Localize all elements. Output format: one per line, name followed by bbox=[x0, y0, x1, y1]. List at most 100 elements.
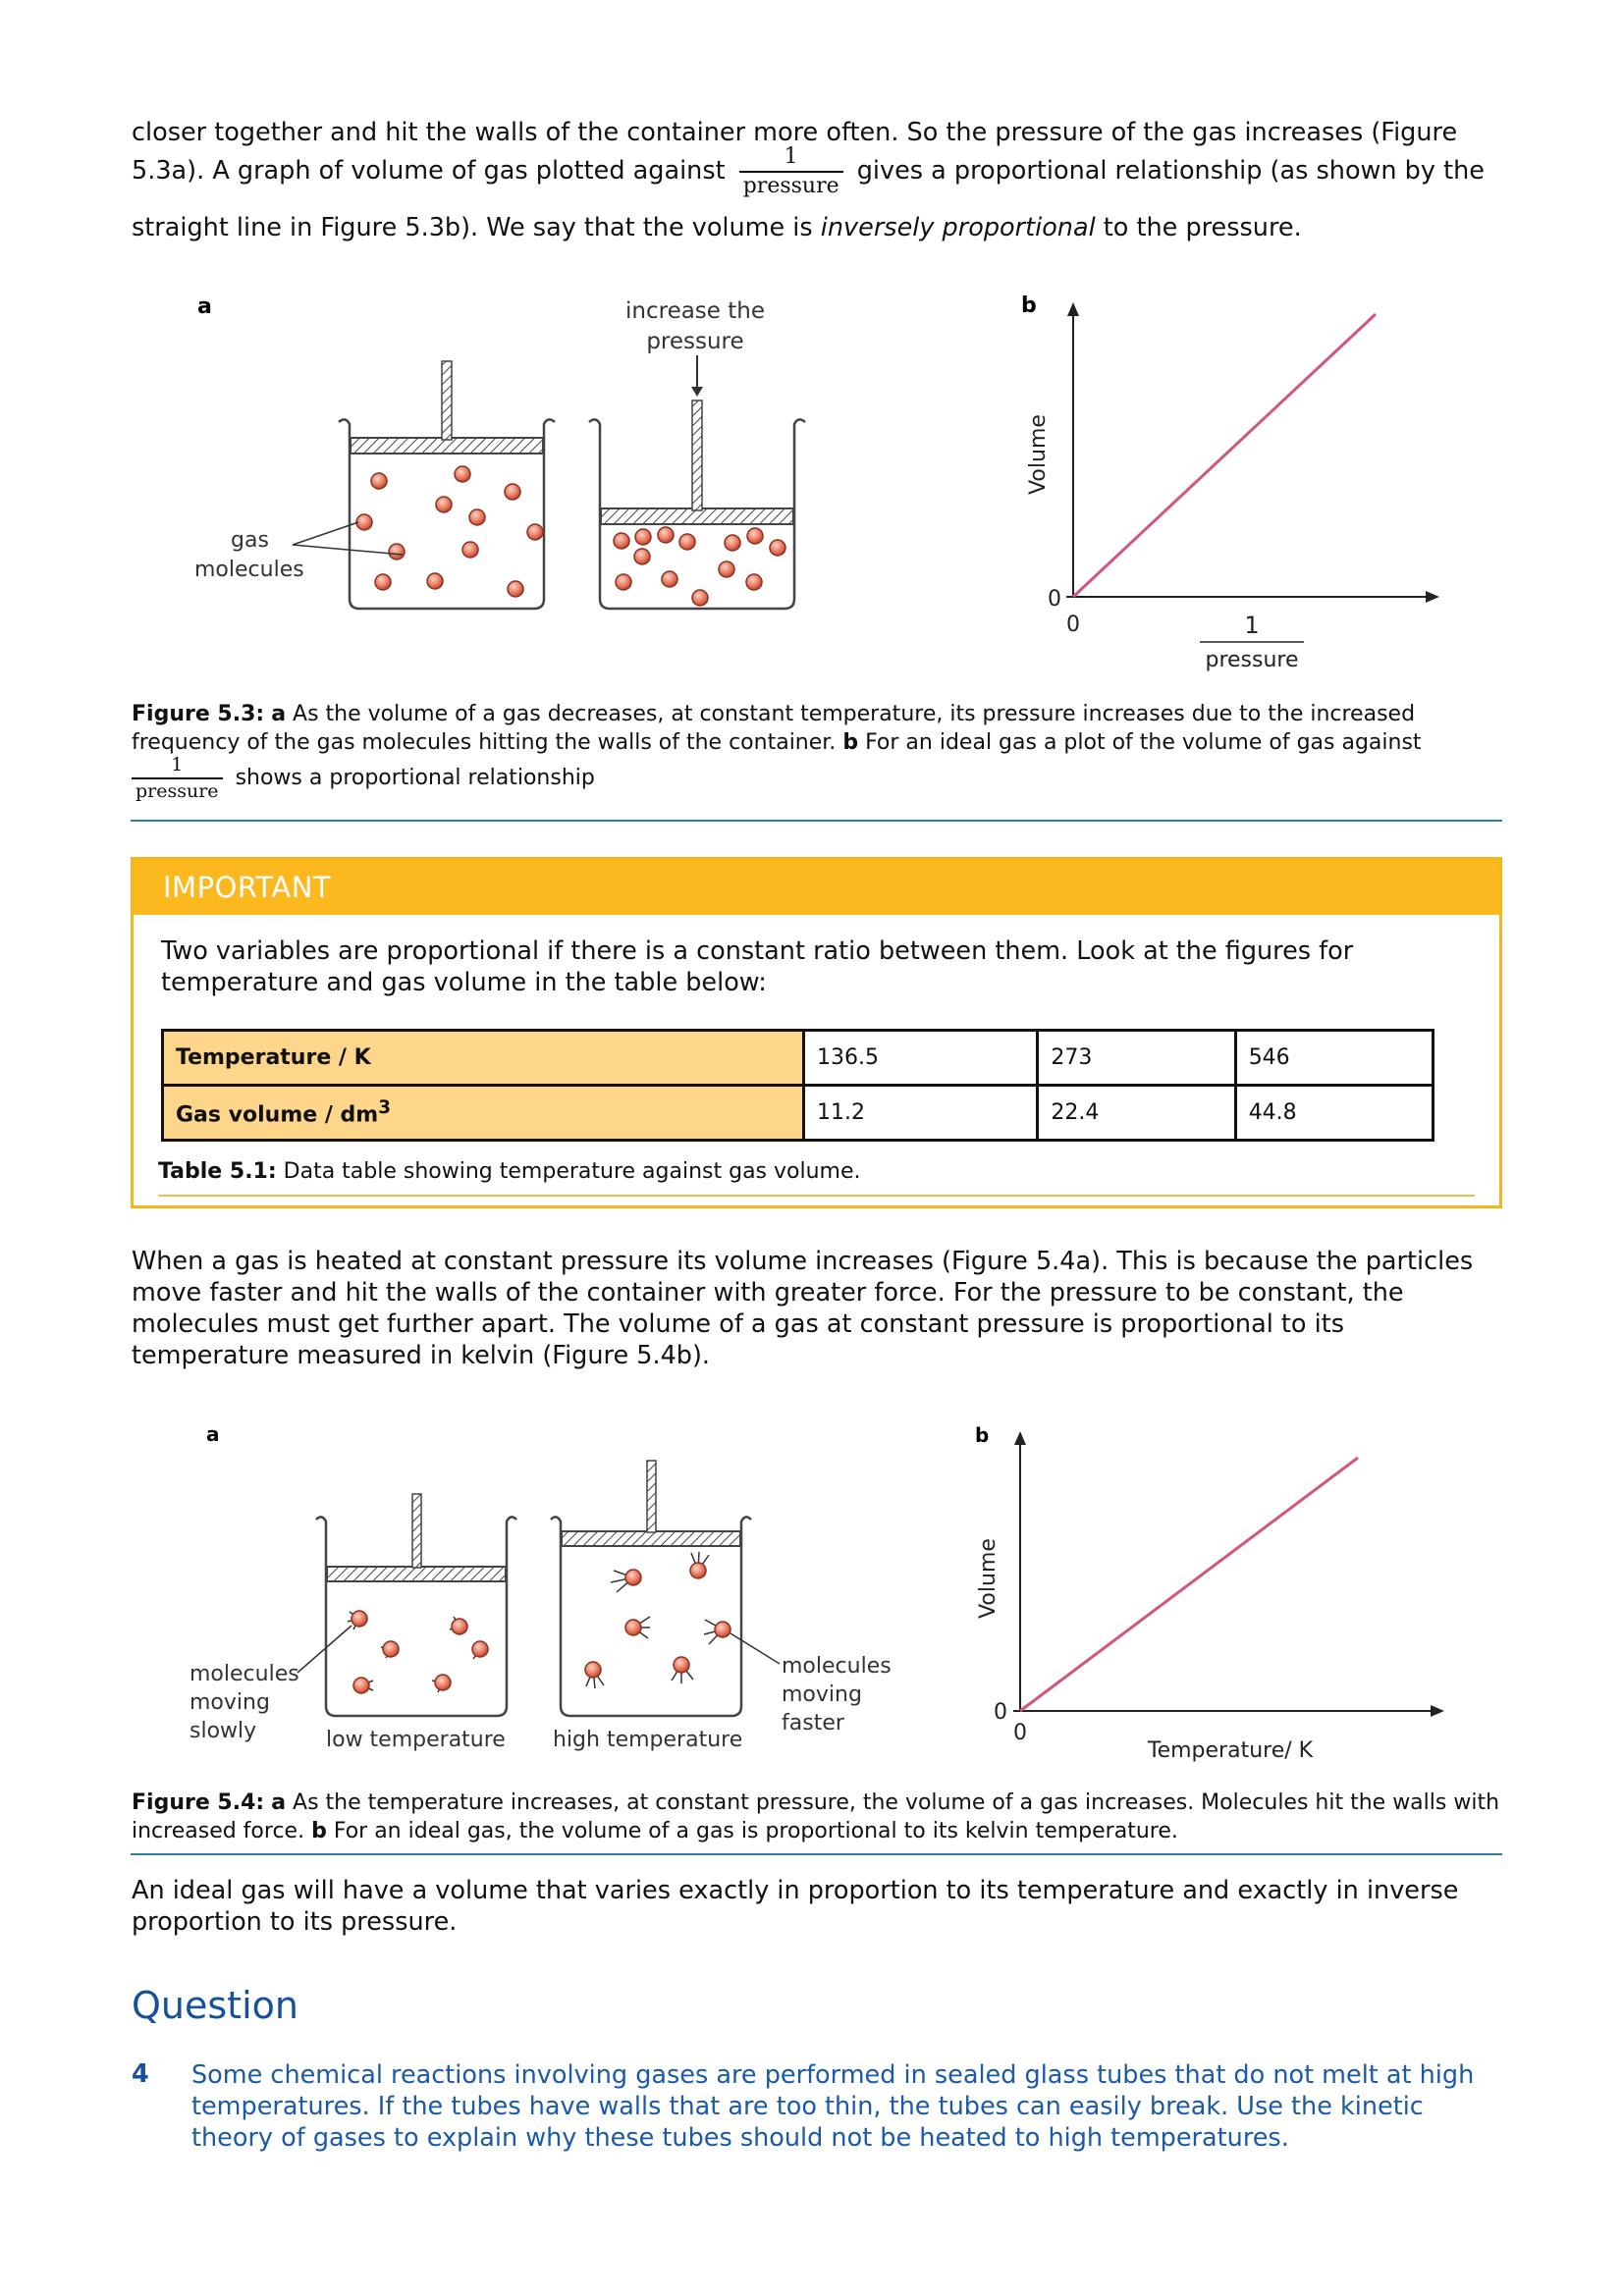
caption-5-3-text1: As the volume of a gas decreases, at con… bbox=[132, 702, 1416, 755]
intro-line-2: 5.3a). A graph of volume of gas plotted … bbox=[132, 146, 1506, 197]
piston-high bbox=[561, 1530, 741, 1547]
graph53-y-arrow bbox=[1067, 302, 1079, 316]
table-cell: 22.4 bbox=[1036, 1084, 1237, 1142]
graph54-y-label: Volume bbox=[976, 1538, 1001, 1619]
graph54-origin-x: 0 bbox=[1013, 1721, 1027, 1745]
table-caption-rule bbox=[158, 1195, 1475, 1197]
caption-5-3: Figure 5.3: a As the volume of a gas dec… bbox=[132, 700, 1506, 757]
slow-label-2: moving bbox=[189, 1690, 270, 1715]
piston-low bbox=[326, 1566, 507, 1582]
piston-rod-high bbox=[646, 1460, 657, 1533]
high-temp-label: high temperature bbox=[553, 1728, 742, 1752]
table-header-volume: Gas volume / dm3 bbox=[161, 1084, 805, 1142]
increase-label-1: increase the bbox=[625, 298, 765, 324]
gas-pointer-2 bbox=[292, 544, 404, 556]
piston-rod-after bbox=[691, 400, 703, 511]
fig53-label-a: a bbox=[197, 294, 212, 319]
fraction-numerator: 1 bbox=[738, 146, 843, 173]
caption-5-4: Figure 5.4: a As the temperature increas… bbox=[132, 1789, 1506, 1845]
graph54-data-line bbox=[1019, 1456, 1359, 1713]
caption-5-3-line3: 1 pressure shows a proportional relations… bbox=[132, 756, 1506, 801]
gas-label-line2: molecules bbox=[194, 558, 304, 582]
graph53-origin-x: 0 bbox=[1066, 613, 1080, 637]
caption-5-4-a: a bbox=[271, 1790, 287, 1815]
table-row: Temperature / K 136.5 273 546 bbox=[161, 1029, 1435, 1087]
important-box: IMPORTANT Two variables are proportional… bbox=[131, 857, 1502, 1208]
intro-text-2b: gives a proportional relationship (as sh… bbox=[856, 156, 1485, 186]
molecules-after bbox=[613, 526, 786, 607]
intro-line-1: closer together and hit the walls of the… bbox=[132, 117, 1506, 148]
data-table: Temperature / K 136.5 273 546 Gas volume… bbox=[161, 1029, 1435, 1142]
caption-5-4-label: Figure 5.4: bbox=[132, 1790, 265, 1815]
paragraph-3: An ideal gas will have a volume that var… bbox=[132, 1876, 1459, 1937]
fast-label-1: molecules bbox=[782, 1654, 892, 1679]
caption-5-3-text3: shows a proportional relationship bbox=[235, 766, 595, 790]
table-header-volume-sup: 3 bbox=[378, 1097, 391, 1119]
fig53-label-b: b bbox=[1021, 294, 1037, 318]
table-caption: Table 5.1: Data table showing temperatur… bbox=[158, 1159, 861, 1184]
gas-label-line1: gas bbox=[231, 528, 269, 553]
fast-label-3: faster bbox=[782, 1711, 845, 1735]
table-cell: 136.5 bbox=[801, 1029, 1040, 1087]
graph53-x-num: 1 bbox=[1244, 612, 1259, 639]
caption-5-4-text1: As the temperature increases, at constan… bbox=[132, 1790, 1500, 1843]
container-after bbox=[588, 418, 806, 611]
caption-5-4-b: b bbox=[311, 1819, 327, 1843]
caption-5-3-b: b bbox=[842, 730, 859, 755]
rule-5-3 bbox=[131, 820, 1502, 822]
molecules-slow-dots bbox=[351, 1610, 489, 1694]
caption-fraction-num: 1 bbox=[132, 756, 223, 779]
table-caption-text: Data table showing temperature against g… bbox=[283, 1159, 861, 1184]
graph54-x-label: Temperature/ K bbox=[1147, 1738, 1314, 1763]
graph53-y-label: Volume bbox=[1026, 414, 1051, 495]
caption-5-3-label: Figure 5.3: bbox=[132, 702, 265, 726]
rule-5-4 bbox=[131, 1853, 1502, 1855]
piston-rod-low bbox=[411, 1493, 422, 1569]
caption-5-3-text2: For an ideal gas a plot of the volume of… bbox=[865, 730, 1422, 755]
table-header-temperature: Temperature / K bbox=[161, 1029, 805, 1087]
question-text: Some chemical reactions involving gases … bbox=[191, 2060, 1475, 2153]
graph53-data-line bbox=[1071, 312, 1378, 599]
molecules-fast-dots bbox=[584, 1562, 731, 1679]
figure-5-4: a molecules moving slowly low temperatur… bbox=[189, 1422, 1444, 1763]
caption-fraction: 1 pressure bbox=[132, 756, 223, 801]
table-cell: 546 bbox=[1233, 1029, 1435, 1087]
important-text: Two variables are proportional if there … bbox=[161, 936, 1354, 997]
important-heading: IMPORTANT bbox=[134, 860, 1499, 915]
slow-label-3: slowly bbox=[189, 1719, 256, 1743]
table-caption-label: Table 5.1: bbox=[158, 1159, 277, 1184]
gas-pointer-1 bbox=[292, 521, 359, 546]
fast-pointer bbox=[730, 1632, 781, 1665]
inline-fraction: 1 pressure bbox=[738, 146, 843, 198]
caption-fraction-den: pressure bbox=[135, 780, 219, 802]
graph53-origin-y: 0 bbox=[1048, 587, 1061, 612]
intro-text-italic: inversely proportional bbox=[820, 213, 1096, 242]
question-title: Question bbox=[132, 1984, 298, 2027]
caption-5-4-text2: For an ideal gas, the volume of a gas is… bbox=[333, 1819, 1178, 1843]
graph54-origin-y: 0 bbox=[994, 1700, 1007, 1725]
graph54-y-arrow bbox=[1014, 1431, 1026, 1445]
container-high bbox=[550, 1516, 752, 1718]
molecules-before bbox=[355, 465, 544, 598]
figure-5-3: a gas molecules increase the pressure b … bbox=[194, 294, 1439, 672]
graph53-x-arrow bbox=[1426, 591, 1439, 603]
intro-text-1: closer together and hit the walls of the… bbox=[132, 118, 1458, 147]
graph54-x-arrow bbox=[1431, 1705, 1444, 1717]
table-cell: 44.8 bbox=[1233, 1084, 1435, 1142]
caption-5-3-a: a bbox=[271, 702, 287, 726]
intro-line-3: straight line in Figure 5.3b). We say th… bbox=[132, 212, 1506, 243]
piston-rod-before bbox=[441, 360, 453, 441]
low-temp-label: low temperature bbox=[326, 1728, 506, 1752]
intro-text-3b: to the pressure. bbox=[1103, 213, 1302, 242]
fig54-label-b: b bbox=[975, 1423, 989, 1447]
slow-label-1: molecules bbox=[189, 1662, 299, 1686]
intro-text-3a: straight line in Figure 5.3b). We say th… bbox=[132, 213, 813, 242]
fraction-denominator: pressure bbox=[742, 174, 839, 198]
intro-text-2a: 5.3a). A graph of volume of gas plotted … bbox=[132, 156, 726, 186]
graph53-x-den: pressure bbox=[1205, 648, 1298, 672]
paragraph-2: When a gas is heated at constant pressur… bbox=[132, 1247, 1474, 1370]
container-low bbox=[315, 1516, 517, 1718]
pressure-arrowhead bbox=[691, 387, 703, 397]
slow-pointer bbox=[297, 1625, 352, 1674]
table-cell: 273 bbox=[1036, 1029, 1237, 1087]
